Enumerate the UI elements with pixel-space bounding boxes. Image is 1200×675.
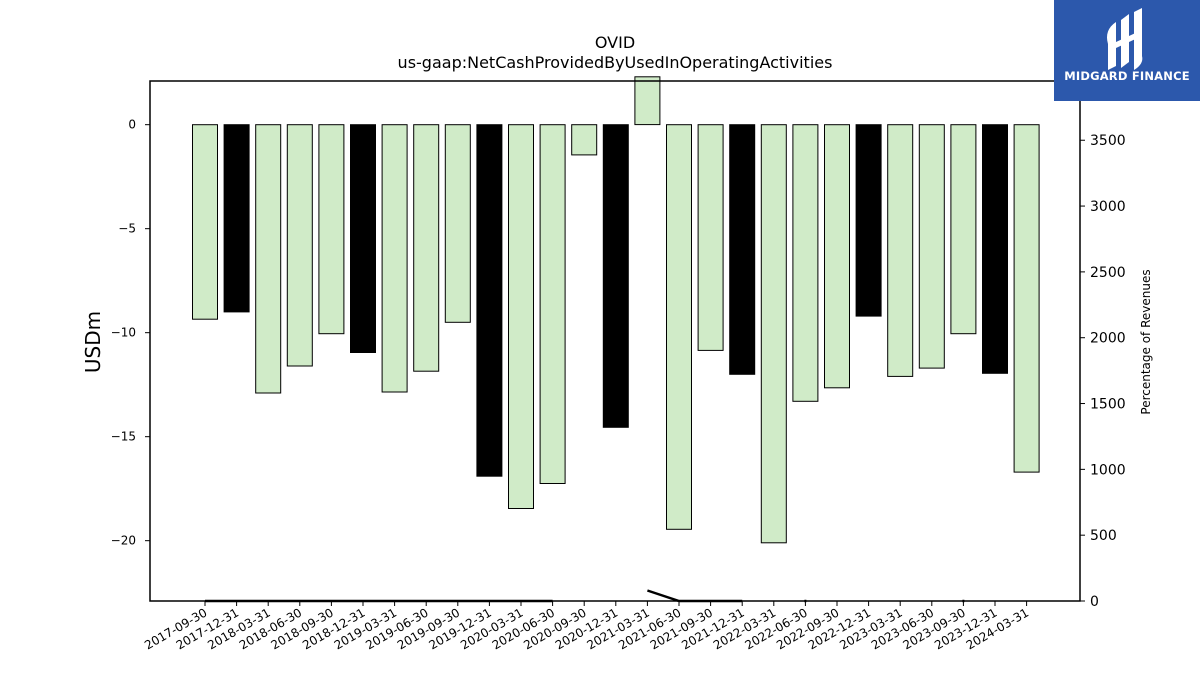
y2-tick-label: 3000: [1090, 199, 1126, 215]
y-tick-label: 0: [128, 118, 136, 132]
bar-2022-06-30: [792, 124, 819, 402]
y2-tick-label: 0: [1090, 594, 1099, 610]
y-tick-label: −20: [111, 534, 136, 548]
y-axis-label: USDm: [81, 311, 105, 373]
bar-2021-09-30: [697, 124, 724, 351]
bar-2018-06-30: [286, 124, 313, 367]
y-tick-label: −5: [118, 222, 136, 236]
y-tick-label: −15: [111, 430, 136, 444]
bar-2020-12-31: [602, 124, 629, 428]
bar-2023-12-31: [982, 124, 1008, 374]
bar-2019-03-31: [381, 124, 408, 393]
bar-2023-03-31: [887, 124, 914, 377]
bar-2023-09-30: [950, 124, 977, 335]
y2-tick-label: 500: [1090, 528, 1117, 544]
bar-2020-06-30: [539, 124, 566, 484]
bar-2017-09-30: [192, 124, 218, 320]
bars-group: [192, 76, 1040, 544]
y2-tick-label: 3500: [1090, 133, 1126, 149]
bar-2019-09-30: [444, 124, 471, 323]
bar-2024-03-31: [1013, 124, 1040, 473]
bar-2020-03-31: [508, 124, 534, 509]
y2-tick-label: 2000: [1090, 331, 1126, 347]
y2-axis-label: Percentage of Revenues: [1139, 269, 1153, 414]
chart-title: OVID: [595, 33, 635, 52]
bar-2022-03-31: [760, 124, 787, 544]
bar-2018-12-31: [350, 124, 376, 353]
brand-name: MIDGARD FINANCE: [1064, 69, 1190, 83]
bar-2018-03-31: [255, 124, 282, 394]
bar-2021-12-31: [729, 124, 756, 375]
bar-2022-09-30: [824, 124, 850, 389]
midgard-logo-icon: [1107, 8, 1143, 70]
y-tick-label: −10: [111, 326, 136, 340]
chart-subtitle: us-gaap:NetCashProvidedByUsedInOperating…: [398, 53, 833, 72]
bar-2023-06-30: [918, 124, 945, 369]
bar-2019-12-31: [476, 124, 503, 477]
brand-logo: MIDGARD FINANCE: [1054, 0, 1200, 101]
bar-2020-09-30: [571, 124, 598, 156]
y2-tick-label: 2500: [1090, 265, 1126, 281]
percentage-line-segment: [647, 589, 743, 603]
bar-2019-06-30: [413, 124, 440, 372]
y2-tick-label: 1500: [1090, 397, 1126, 413]
y2-tick-label: 1000: [1090, 462, 1126, 478]
bar-2017-12-31: [223, 124, 250, 313]
line-group: [205, 589, 965, 603]
bar-2022-12-31: [855, 124, 882, 317]
bar-2021-06-30: [666, 124, 692, 530]
bar-2021-03-31: [634, 76, 661, 126]
bar-2018-09-30: [318, 124, 345, 335]
plot-frame: [149, 80, 1081, 602]
